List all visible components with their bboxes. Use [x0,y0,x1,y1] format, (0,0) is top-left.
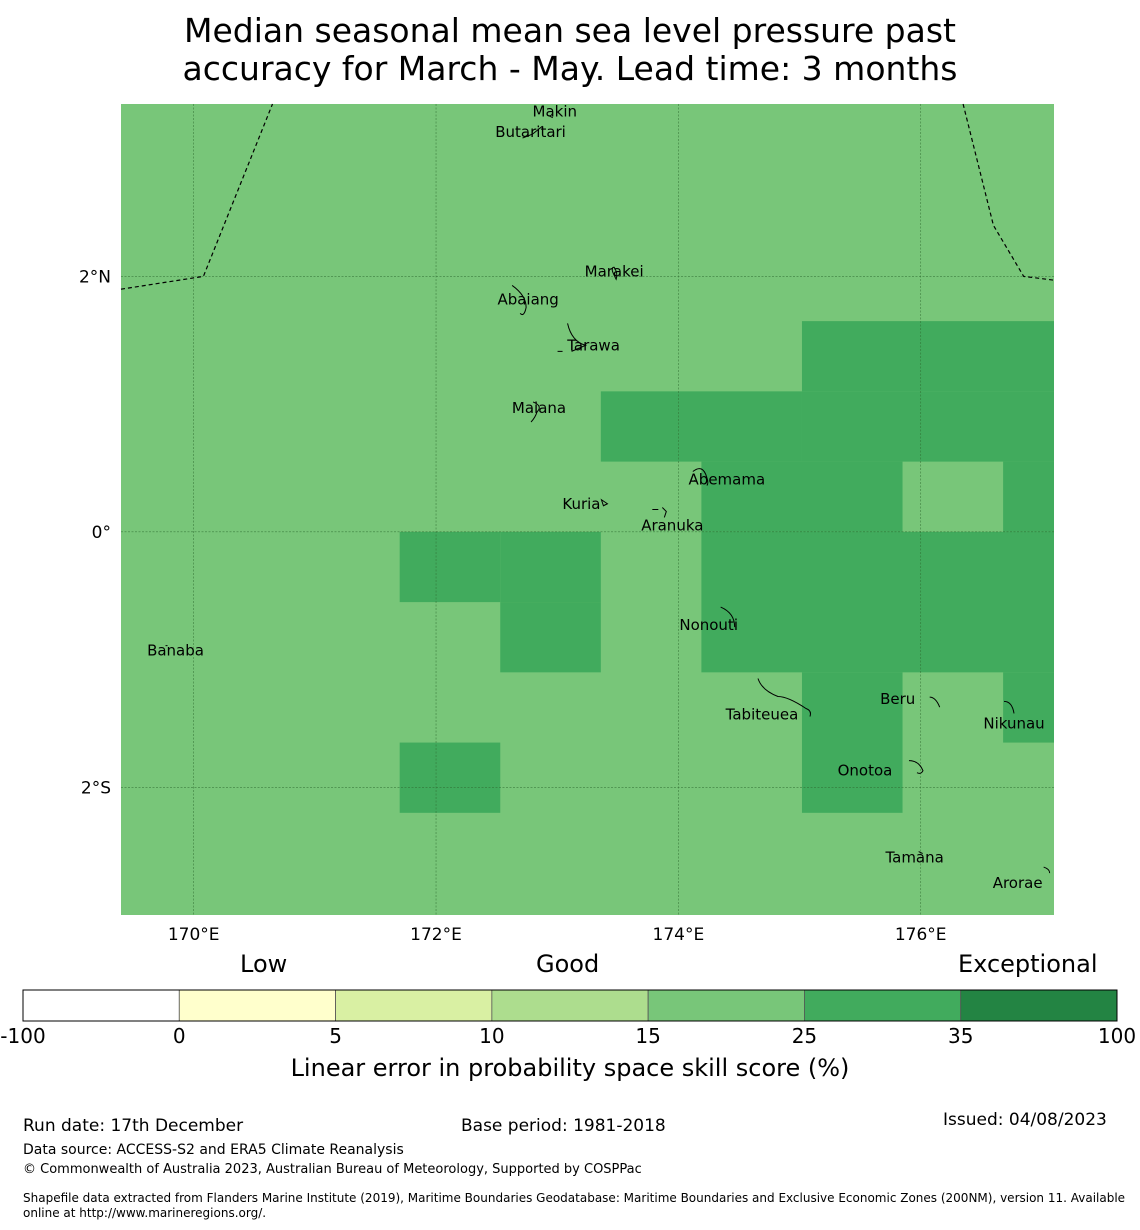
colorbar-bin [960,989,1118,1022]
colorbar-tick-label: -100 [0,1024,46,1048]
chart-title-line1: Median seasonal mean sea level pressure … [184,11,956,50]
shapefile-credit-line1: Shapefile data extracted from Flanders M… [23,1191,1126,1205]
shapefile-credit-line2: online at http://www.marineregions.org/. [23,1206,267,1220]
island-label: Makin [533,103,578,121]
colorbar-bin [178,989,336,1022]
colorbar-tick-label: 0 [172,1024,186,1048]
colorbar-bin [804,989,962,1022]
x-tick-label: 174°E [653,925,705,945]
skill-cell [600,391,802,462]
issued-date: Issued: 04/08/2023 [943,1110,1107,1130]
skill-cell [801,391,1054,462]
skill-cell [1003,672,1054,743]
island-label: Nikunau [983,714,1044,732]
skill-cell [801,321,1054,392]
y-tick-label: 2°S [81,778,111,798]
colorbar-tick-label: 25 [791,1024,818,1048]
colorbar-bin [335,989,493,1022]
island-outline [908,760,924,774]
colorbar-tick-label: 10 [479,1024,505,1048]
run-date: Run date: 17th December [23,1116,244,1136]
island-outline [600,498,609,507]
skill-cell [1003,461,1054,532]
eez-boundary-east [962,103,1055,281]
island-outline [611,266,618,281]
x-tick-label: 170°E [168,925,220,945]
colorbar-tick-label: 35 [947,1024,974,1048]
skill-cell [500,531,601,603]
island-label: Butaritari [495,123,566,141]
island-label: Banaba [147,642,204,660]
colorbar-frame [22,989,1118,1022]
skill-cell [500,602,601,673]
colorbar-bin [22,989,180,1022]
island-label: Kuria [562,495,600,513]
chart-title-line2: accuracy for March - May. Lead time: 3 m… [182,49,958,88]
island-label: Marakei [585,262,644,280]
island-outline [511,284,527,316]
skill-cell [701,461,903,532]
skill-cell [801,672,903,813]
island-outline [692,468,709,486]
island-outline [720,606,736,628]
island-label: Maiana [512,399,566,417]
colorbar-bin [491,989,649,1022]
island-label: Tarawa [566,336,620,354]
island-label: Tabiteuea [725,705,799,723]
colorbar [22,989,1118,1022]
base-period: Base period: 1981-2018 [461,1116,666,1136]
island-outline [757,678,811,717]
legend-caption-low: Low [240,950,288,978]
island-label: Arorae [993,874,1043,892]
island-outline [530,401,540,423]
data-source: Data source: ACCESS-S2 and ERA5 Climate … [23,1142,404,1158]
island-label: Tamana [884,849,943,867]
copyright: © Commonwealth of Australia 2023, Austra… [23,1162,642,1177]
skill-cell [399,531,501,603]
island-label: Nonouti [679,616,738,634]
island-label: Beru [880,690,915,708]
skill-cell [701,531,1054,673]
colorbar-bin [647,989,805,1022]
colorbar-label: Linear error in probability space skill … [290,1054,850,1082]
colorbar-tick-label: 5 [329,1024,342,1048]
y-tick-label: 0° [92,523,111,543]
island-label: Aranuka [641,516,703,534]
island-label: Onotoa [838,762,893,780]
island-outline [918,851,923,854]
island-outline [557,323,588,352]
legend-caption-exceptional: Exceptional [958,950,1098,978]
island-outline [522,125,543,139]
colorbar-tick-label: 100 [1097,1024,1137,1048]
island-outline [1003,700,1015,714]
island-label: Abaiang [497,290,558,308]
y-tick-label: 2°N [79,267,111,287]
island-outline [652,507,667,518]
legend-caption-good: Good [536,950,600,978]
colorbar-tick-label: 15 [635,1024,661,1048]
x-tick-label: 172°E [410,925,462,945]
skill-cell [399,742,501,813]
island-label: Abemama [689,470,766,488]
island-outline [1043,866,1051,874]
island-outline [929,696,941,708]
x-tick-label: 176°E [895,925,947,945]
island-outline [548,115,554,119]
